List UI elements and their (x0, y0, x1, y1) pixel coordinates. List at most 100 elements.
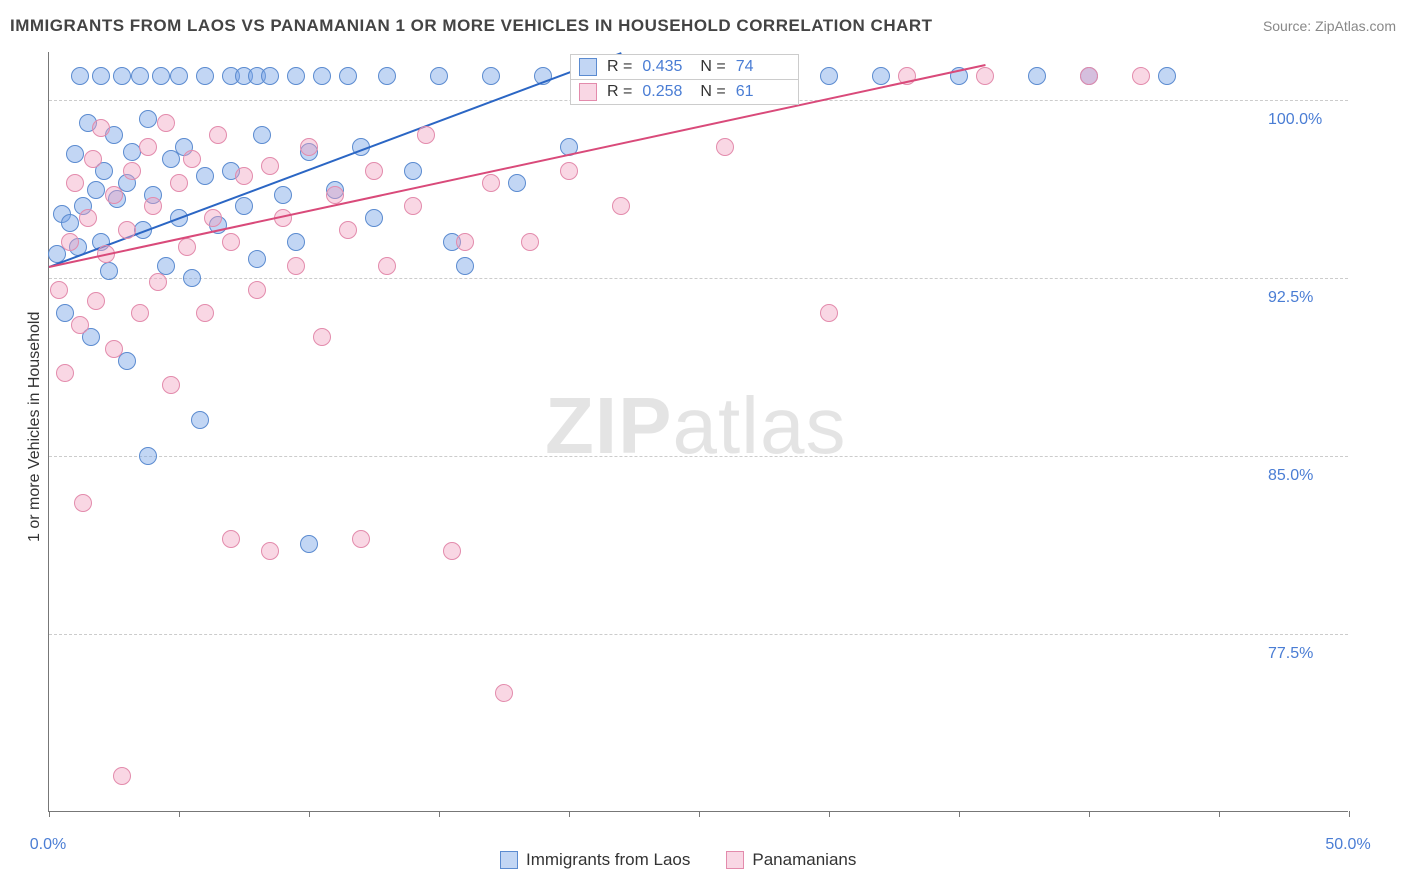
stats-row: R =0.258N =61 (571, 79, 798, 104)
scatter-point (495, 684, 513, 702)
scatter-point (222, 530, 240, 548)
scatter-point (313, 328, 331, 346)
scatter-point (152, 67, 170, 85)
scatter-point (248, 250, 266, 268)
scatter-point (61, 214, 79, 232)
r-label: R = (607, 58, 632, 76)
x-tick (439, 811, 440, 817)
scatter-point (443, 542, 461, 560)
scatter-point (404, 162, 422, 180)
scatter-point (92, 119, 110, 137)
scatter-point (287, 233, 305, 251)
x-tick (699, 811, 700, 817)
scatter-point (482, 174, 500, 192)
scatter-point (66, 145, 84, 163)
scatter-point (191, 411, 209, 429)
legend: Immigrants from Laos Panamanians (500, 850, 856, 870)
x-tick-label: 0.0% (30, 836, 66, 854)
series-swatch (579, 83, 597, 101)
stats-row: R =0.435N =74 (571, 55, 798, 79)
n-value: 74 (736, 58, 784, 76)
scatter-point (183, 269, 201, 287)
scatter-point (235, 197, 253, 215)
scatter-point (178, 238, 196, 256)
scatter-point (352, 530, 370, 548)
source-label: Source: ZipAtlas.com (1263, 18, 1396, 34)
scatter-point (196, 167, 214, 185)
scatter-point (326, 186, 344, 204)
scatter-point (131, 304, 149, 322)
n-label: N = (700, 58, 725, 76)
y-axis-label: 1 or more Vehicles in Household (26, 312, 44, 542)
scatter-point (66, 174, 84, 192)
legend-swatch (726, 851, 744, 869)
title-bar: IMMIGRANTS FROM LAOS VS PANAMANIAN 1 OR … (10, 16, 1396, 36)
scatter-point (71, 316, 89, 334)
scatter-point (248, 281, 266, 299)
scatter-point (170, 174, 188, 192)
scatter-point (339, 67, 357, 85)
scatter-point (456, 233, 474, 251)
scatter-point (378, 67, 396, 85)
gridline (49, 456, 1348, 457)
legend-label: Panamanians (752, 850, 856, 870)
scatter-point (313, 67, 331, 85)
x-tick (569, 811, 570, 817)
scatter-point (976, 67, 994, 85)
y-tick-label: 77.5% (1268, 645, 1313, 663)
x-tick (1089, 811, 1090, 817)
scatter-point (378, 257, 396, 275)
y-tick-label: 92.5% (1268, 289, 1313, 307)
scatter-point (261, 542, 279, 560)
scatter-point (113, 767, 131, 785)
scatter-plot-area (48, 52, 1348, 812)
y-tick-label: 100.0% (1268, 111, 1322, 129)
scatter-point (1028, 67, 1046, 85)
scatter-point (339, 221, 357, 239)
scatter-point (222, 233, 240, 251)
scatter-point (196, 67, 214, 85)
n-label: N = (700, 83, 725, 101)
scatter-point (300, 138, 318, 156)
scatter-point (430, 67, 448, 85)
n-value: 61 (736, 83, 784, 101)
legend-item: Panamanians (726, 850, 856, 870)
y-tick-label: 85.0% (1268, 467, 1313, 485)
scatter-point (131, 67, 149, 85)
x-tick (309, 811, 310, 817)
scatter-point (79, 209, 97, 227)
scatter-point (139, 110, 157, 128)
scatter-point (118, 221, 136, 239)
scatter-point (300, 535, 318, 553)
scatter-point (274, 186, 292, 204)
scatter-point (204, 209, 222, 227)
scatter-point (820, 304, 838, 322)
scatter-point (521, 233, 539, 251)
legend-swatch (500, 851, 518, 869)
scatter-point (261, 67, 279, 85)
scatter-point (235, 167, 253, 185)
scatter-point (261, 157, 279, 175)
scatter-point (287, 257, 305, 275)
scatter-point (612, 197, 630, 215)
scatter-point (1080, 67, 1098, 85)
scatter-point (1158, 67, 1176, 85)
legend-label: Immigrants from Laos (526, 850, 690, 870)
scatter-point (113, 67, 131, 85)
scatter-point (100, 262, 118, 280)
correlation-stats-box: R =0.435N =74R =0.258N =61 (570, 54, 799, 105)
scatter-point (74, 494, 92, 512)
scatter-point (253, 126, 271, 144)
scatter-point (92, 67, 110, 85)
x-tick (1219, 811, 1220, 817)
scatter-point (417, 126, 435, 144)
x-tick (179, 811, 180, 817)
scatter-point (196, 304, 214, 322)
r-label: R = (607, 83, 632, 101)
scatter-point (560, 162, 578, 180)
scatter-point (157, 257, 175, 275)
scatter-point (139, 138, 157, 156)
scatter-point (1132, 67, 1150, 85)
scatter-point (820, 67, 838, 85)
chart-title: IMMIGRANTS FROM LAOS VS PANAMANIAN 1 OR … (10, 16, 933, 36)
